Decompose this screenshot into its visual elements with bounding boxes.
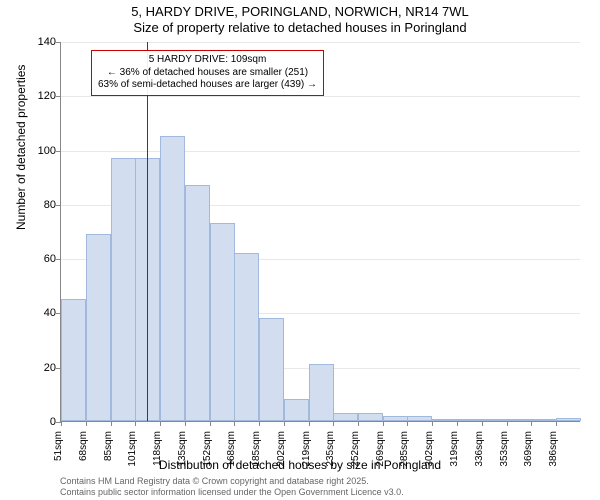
annotation-line1: 5 HARDY DRIVE: 109sqm <box>98 54 317 67</box>
x-tick-mark <box>531 421 532 426</box>
histogram-bar <box>407 416 432 421</box>
histogram-bar <box>457 419 482 421</box>
histogram-bar <box>284 399 309 421</box>
footer-line2: Contains public sector information licen… <box>60 487 404 497</box>
chart-title-line2: Size of property relative to detached ho… <box>0 20 600 35</box>
y-tick-label: 20 <box>26 362 56 374</box>
histogram-bar <box>333 413 358 421</box>
x-tick-label: 51sqm <box>53 431 64 461</box>
marker-line <box>147 42 149 421</box>
y-tick-label: 80 <box>26 199 56 211</box>
histogram-bar <box>234 253 259 421</box>
y-tick-label: 100 <box>26 145 56 157</box>
x-axis-label: Distribution of detached houses by size … <box>0 458 600 472</box>
histogram-bar <box>507 419 532 421</box>
x-tick-mark <box>135 421 136 426</box>
histogram-bar <box>111 158 136 421</box>
x-tick-mark <box>284 421 285 426</box>
x-tick-mark <box>61 421 62 426</box>
x-tick-mark <box>556 421 557 426</box>
x-tick-mark <box>432 421 433 426</box>
y-tick-mark <box>56 151 61 152</box>
x-tick-mark <box>111 421 112 426</box>
y-tick-mark <box>56 96 61 97</box>
x-tick-mark <box>86 421 87 426</box>
grid-line <box>61 96 580 97</box>
y-tick-label: 120 <box>26 90 56 102</box>
x-tick-mark <box>210 421 211 426</box>
footer-line1: Contains HM Land Registry data © Crown c… <box>60 476 369 486</box>
y-tick-mark <box>56 42 61 43</box>
histogram-bar <box>309 364 334 421</box>
chart-title-line1: 5, HARDY DRIVE, PORINGLAND, NORWICH, NR1… <box>0 4 600 19</box>
annotation-line2: ← 36% of detached houses are smaller (25… <box>98 67 317 80</box>
histogram-bar <box>482 419 507 421</box>
x-tick-mark <box>407 421 408 426</box>
histogram-bar <box>556 418 581 421</box>
x-tick-mark <box>309 421 310 426</box>
histogram-bar <box>531 419 556 421</box>
y-tick-label: 0 <box>26 416 56 428</box>
y-tick-label: 140 <box>26 36 56 48</box>
histogram-bar <box>210 223 235 421</box>
y-tick-mark <box>56 205 61 206</box>
x-tick-mark <box>234 421 235 426</box>
histogram-bar <box>160 136 185 421</box>
plot-area: 02040608010012014051sqm68sqm85sqm101sqm1… <box>60 42 580 422</box>
y-tick-label: 60 <box>26 253 56 265</box>
grid-line <box>61 151 580 152</box>
x-tick-mark <box>482 421 483 426</box>
histogram-bar <box>185 185 210 421</box>
grid-line <box>61 42 580 43</box>
histogram-bar <box>432 419 457 421</box>
histogram-bar <box>86 234 111 421</box>
x-tick-mark <box>507 421 508 426</box>
x-tick-mark <box>185 421 186 426</box>
histogram-bar <box>259 318 284 421</box>
x-tick-mark <box>383 421 384 426</box>
histogram-chart: 5, HARDY DRIVE, PORINGLAND, NORWICH, NR1… <box>0 0 600 500</box>
histogram-bar <box>358 413 383 421</box>
annotation-box: 5 HARDY DRIVE: 109sqm ← 36% of detached … <box>91 50 324 96</box>
histogram-bar <box>383 416 408 421</box>
annotation-line3: 63% of semi-detached houses are larger (… <box>98 79 317 92</box>
y-tick-label: 40 <box>26 307 56 319</box>
x-tick-mark <box>160 421 161 426</box>
y-tick-mark <box>56 259 61 260</box>
x-tick-mark <box>259 421 260 426</box>
x-tick-label: 85sqm <box>103 431 114 461</box>
x-tick-mark <box>333 421 334 426</box>
histogram-bar <box>61 299 86 421</box>
x-tick-mark <box>358 421 359 426</box>
x-tick-mark <box>457 421 458 426</box>
x-tick-label: 68sqm <box>78 431 89 461</box>
